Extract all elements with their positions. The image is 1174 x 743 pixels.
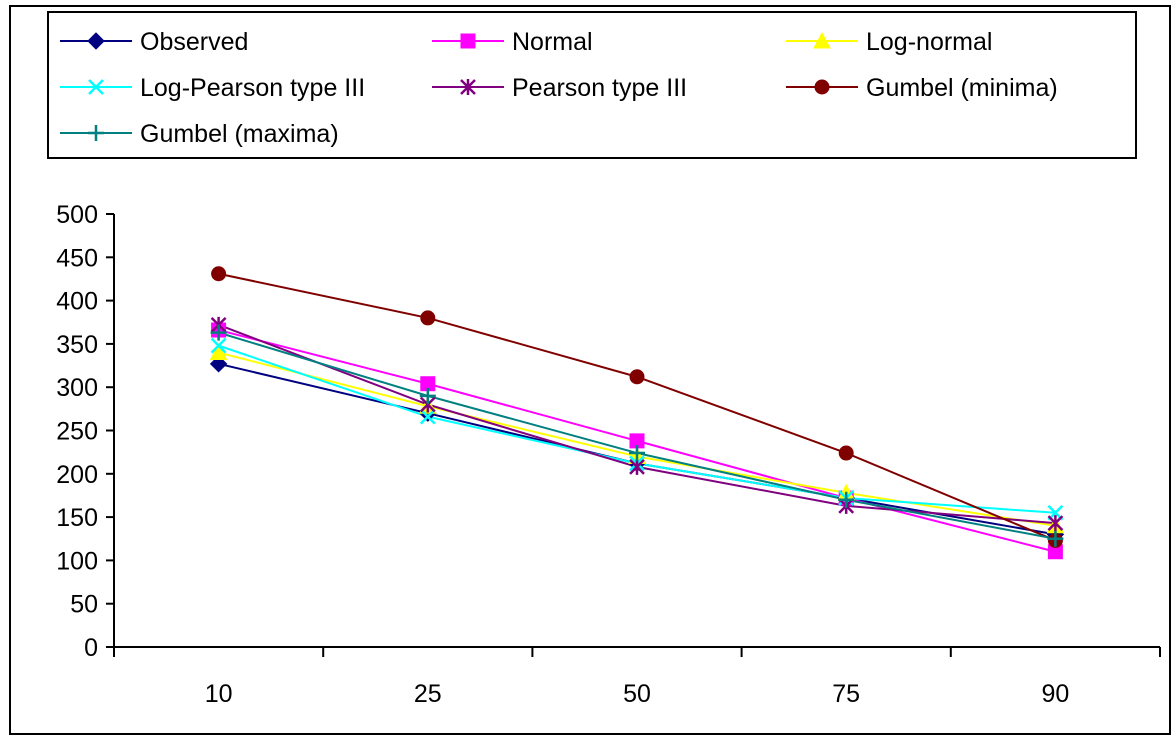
legend-label: Observed: [140, 28, 248, 56]
data-point: [210, 324, 227, 341]
y-tick-label: 250: [56, 418, 98, 446]
x-tick-label: 75: [832, 680, 860, 708]
legend-label: Pearson type III: [512, 74, 687, 102]
y-tick-label: 0: [84, 634, 98, 662]
y-tick-label: 450: [56, 244, 98, 272]
data-point: [1047, 530, 1064, 547]
data-point: [211, 266, 227, 282]
data-point: [629, 445, 645, 462]
legend-label: Normal: [512, 28, 593, 56]
x-tick-label: 50: [623, 680, 651, 708]
y-tick-label: 150: [56, 504, 98, 532]
data-point: [419, 408, 436, 425]
legend-swatch-marker: [88, 125, 104, 141]
y-tick-label: 400: [56, 288, 98, 316]
data-point: [419, 387, 436, 404]
data-point: [210, 337, 227, 354]
data-point: [629, 369, 645, 385]
x-tick-label: 25: [414, 680, 442, 708]
legend-label: Log-Pearson type III: [140, 74, 365, 102]
y-tick-label: 500: [56, 201, 98, 229]
legend-label: Log-normal: [866, 28, 992, 56]
legend-label: Gumbel (minima): [866, 74, 1058, 102]
x-tick-label: 90: [1041, 680, 1069, 708]
legend: Observed Normal Log-normal Log-Pearson type…: [47, 11, 1137, 159]
legend-swatch-marker: [88, 79, 104, 95]
y-tick-label: 100: [56, 547, 98, 575]
data-point: [838, 445, 854, 461]
legend-swatch-marker: [460, 79, 476, 95]
legend-swatch-marker: [814, 79, 830, 95]
legend-swatch-marker: [460, 33, 476, 49]
y-tick-label: 300: [56, 374, 98, 402]
plot-area: 0 50 100 150 200 250 300 350 400 450 500 10 25 50 75 90: [56, 201, 1161, 708]
y-tick-label: 350: [56, 331, 98, 359]
legend-box: [47, 11, 1137, 159]
legend-swatch-marker: [87, 32, 105, 50]
data-point: [420, 310, 436, 326]
data-point: [209, 343, 228, 361]
legend-label: Gumbel (maxima): [140, 120, 339, 148]
data-point: [838, 491, 855, 508]
data-point: [629, 458, 645, 475]
data-point: [1047, 515, 1064, 532]
y-tick-label: 200: [56, 461, 98, 489]
legend-swatch-marker: [813, 31, 831, 49]
x-tick-label: 10: [205, 680, 233, 708]
y-tick-label: 50: [70, 591, 98, 619]
